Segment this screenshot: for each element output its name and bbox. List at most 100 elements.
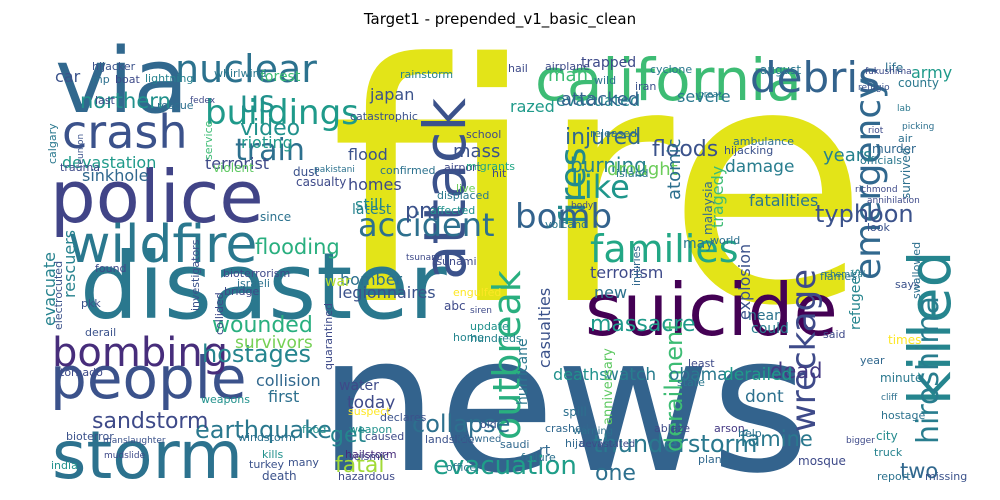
word-electrocuted: electrocuted (52, 261, 65, 330)
word-latest: latest (352, 202, 392, 218)
word-dust: dust (293, 165, 319, 179)
word-landslide: landslide (425, 433, 475, 446)
word-buildings: buildings (205, 93, 359, 133)
word-explosion: explosion (735, 244, 754, 320)
word-hostage: hostage (881, 409, 925, 422)
word-help: help (738, 427, 762, 440)
word-missing: missing (925, 470, 967, 483)
word-state: state (677, 376, 705, 389)
word-great: great (698, 90, 722, 100)
word-news: news (318, 294, 810, 500)
word-world: world (710, 234, 740, 247)
word-storm: storm (52, 417, 243, 494)
word-airport: airport (444, 161, 482, 174)
word-disaster: disaster (80, 233, 447, 340)
word-emergency: emergency (848, 78, 889, 280)
word-volcano: volcano (545, 218, 588, 231)
word-casualties: casualties (535, 288, 554, 368)
word-hurricane: hurricane (515, 338, 531, 405)
word-war: war (325, 274, 351, 290)
word-fatal: fatal (335, 453, 384, 478)
word-old: old (480, 418, 497, 431)
word-water: water (339, 378, 379, 394)
word-confirmed: confirmed (380, 164, 435, 177)
word-get: get (330, 423, 367, 448)
word-two: two (900, 459, 938, 483)
word-dont: dont (745, 387, 784, 407)
word-times: times (888, 333, 921, 347)
word-legionnaires: legionnaires (338, 283, 436, 302)
word-weapons: weapons (201, 393, 250, 406)
word-death: death (262, 469, 297, 483)
word-live: live (456, 182, 476, 195)
word-reunion: reunion (76, 134, 86, 168)
word-forest: forest (260, 69, 301, 85)
word-first: first (268, 387, 299, 406)
word-northern: northern (80, 89, 171, 113)
word-army: army (911, 63, 952, 82)
word-typhoon: typhoon (815, 200, 914, 228)
word-drought: drought (607, 159, 678, 180)
word-cyclone: cyclone (650, 63, 692, 76)
word-chemical: chemical (825, 270, 865, 280)
word-cliff: cliff (881, 393, 898, 403)
word-debris: debris (750, 53, 880, 102)
word-massacre: massacre (590, 312, 696, 337)
word-swallowed: swallowed (910, 242, 923, 299)
word-bridge: bridge (224, 285, 260, 298)
word-violent: violent (213, 161, 254, 175)
word-catastrophic: catastrophic (350, 110, 418, 123)
word-trauma: trauma (60, 161, 100, 174)
word-minute: minute (880, 371, 922, 385)
word-hiroshima: hiroshima (911, 296, 946, 444)
word-officer: officer (446, 461, 481, 474)
word-picking: picking (902, 122, 934, 132)
word-fedex: fedex (190, 96, 216, 106)
word-lab: lab (897, 104, 911, 114)
word-deaths: deaths (553, 365, 608, 384)
word-rioting: rioting (241, 133, 293, 152)
word-bioterror: bioterror (66, 430, 114, 443)
word-could: could (751, 321, 789, 337)
word-like: like (575, 168, 630, 206)
word-years: years (823, 145, 873, 166)
word-says: says (895, 278, 920, 291)
word-caused: caused (365, 430, 404, 443)
word-spill: spill (563, 405, 587, 419)
word-train: train (235, 133, 305, 168)
word-bioterrorism: bioterrorism (223, 267, 290, 280)
word-floods: floods (652, 137, 718, 162)
word-mosque: mosque (798, 454, 846, 468)
word-siren: siren (470, 306, 492, 316)
word-via: via (55, 29, 188, 134)
word-tornado: tornado (60, 366, 103, 379)
word-migrants: migrants (466, 160, 515, 173)
word-fire: fire (330, 0, 869, 378)
word-sinkhole: sinkhole (82, 166, 148, 185)
word-hijacking: hijacking (724, 144, 773, 157)
word-derail: derail (85, 326, 116, 339)
word-collision: collision (256, 371, 321, 390)
word-israeli: israeli (237, 277, 270, 290)
chart-title: Target1 - prepended_v1_basic_clean (363, 10, 637, 28)
word-atomic: atomic (664, 138, 685, 200)
word-engulfed: engulfed (453, 286, 501, 299)
word-evacuated: evacuated (556, 91, 640, 110)
word-food: food (302, 423, 326, 436)
word-car: car (55, 67, 81, 86)
word-pm: pm (405, 199, 440, 224)
word-outbreak: outbreak (485, 270, 529, 440)
word-least: least (688, 357, 715, 370)
word-evacuation: evacuation (433, 451, 577, 481)
word-whirlwind: whirlwind (214, 67, 267, 80)
word-hundreds: hundreds (470, 332, 522, 345)
word-video: video (240, 116, 300, 141)
word-sandstorm: sandstorm (92, 409, 209, 434)
word-turkey: turkey (249, 458, 285, 471)
word-thunderstorm: thunderstorm (593, 430, 757, 458)
word-last: last (95, 94, 116, 107)
word-seismic: seismic (348, 450, 389, 463)
word-murder: murder (872, 142, 916, 156)
word-manslaughter: manslaughter (103, 436, 166, 446)
word-rt: rt (539, 443, 551, 459)
